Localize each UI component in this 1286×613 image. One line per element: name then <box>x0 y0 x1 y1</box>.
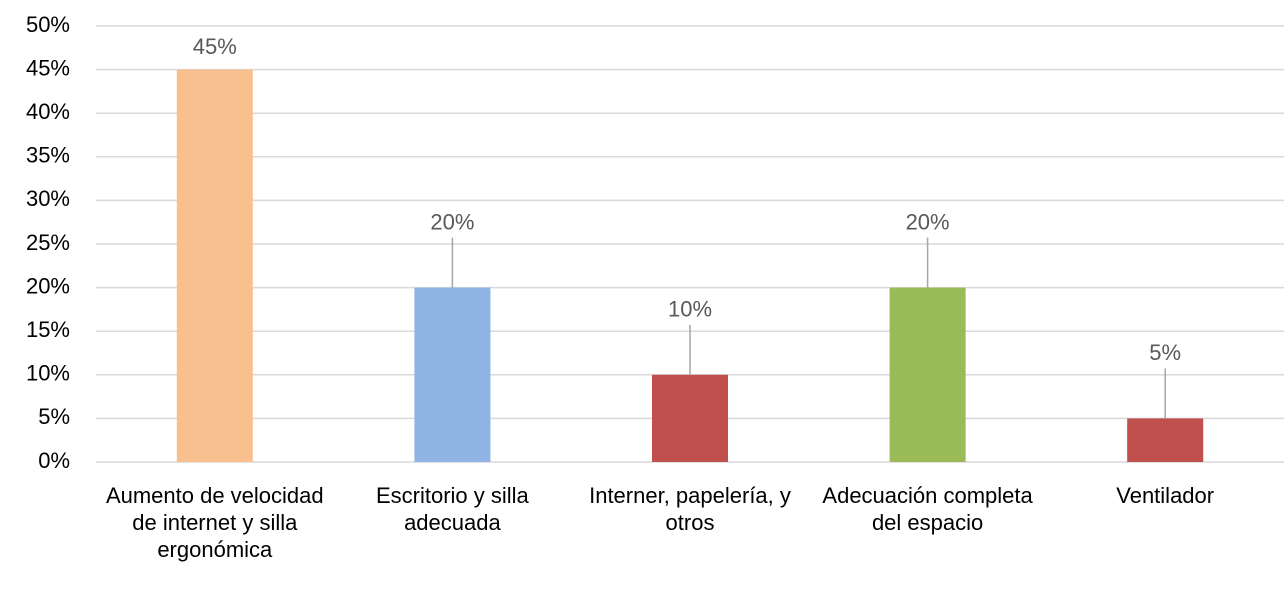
y-tick-label: 20% <box>26 273 70 298</box>
y-tick-label: 40% <box>26 99 70 124</box>
y-tick-label: 35% <box>26 143 70 168</box>
x-tick-label: Adecuación completa del espacio <box>822 483 1033 535</box>
y-tick-label: 25% <box>26 230 70 255</box>
data-label: 20% <box>430 209 474 234</box>
bar <box>414 287 491 462</box>
x-tick-label: Aumento de velocidad de internet y silla… <box>105 483 324 562</box>
x-tick-label: Escritorio y silla adecuada <box>375 483 529 535</box>
y-tick-label: 30% <box>26 186 70 211</box>
y-tick-label: 10% <box>26 361 70 386</box>
y-tick-label: 5% <box>38 404 70 429</box>
bar <box>176 69 253 462</box>
data-label: 45% <box>193 34 237 59</box>
bar <box>1127 418 1204 462</box>
x-tick-label: Ventilador <box>1116 483 1215 508</box>
data-label: 5% <box>1149 340 1181 365</box>
y-tick-label: 15% <box>26 317 70 342</box>
y-tick-label: 45% <box>26 55 70 80</box>
bar <box>651 374 729 462</box>
y-tick-label: 0% <box>38 448 70 473</box>
data-label: 20% <box>906 209 950 234</box>
bar <box>889 287 966 462</box>
y-tick-label: 50% <box>26 12 70 37</box>
x-tick-label: Interner, papelería, y otros <box>589 483 791 535</box>
data-label: 10% <box>668 297 712 322</box>
